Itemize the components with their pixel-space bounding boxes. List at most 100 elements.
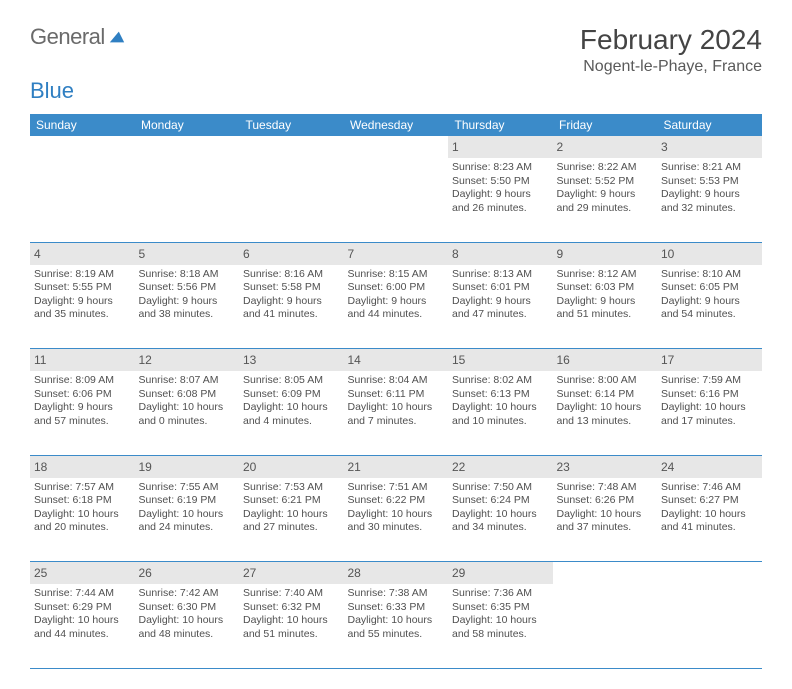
daylight-line1: Daylight: 10 hours <box>661 508 758 522</box>
day-details: Sunrise: 8:23 AMSunset: 5:50 PMDaylight:… <box>452 161 549 216</box>
sunrise-line: Sunrise: 8:15 AM <box>348 268 445 282</box>
daylight-line2: and 54 minutes. <box>661 308 758 322</box>
day-number: 17 <box>661 353 674 367</box>
daylight-line1: Daylight: 10 hours <box>34 614 131 628</box>
sunrise-line: Sunrise: 8:23 AM <box>452 161 549 175</box>
day-cell: Sunrise: 7:46 AMSunset: 6:27 PMDaylight:… <box>657 478 762 562</box>
daylight-line1: Daylight: 9 hours <box>557 295 654 309</box>
day-number: 25 <box>34 566 47 580</box>
day-details: Sunrise: 8:02 AMSunset: 6:13 PMDaylight:… <box>452 374 549 429</box>
day-cell: Sunrise: 7:57 AMSunset: 6:18 PMDaylight:… <box>30 478 135 562</box>
daynum-row: 45678910 <box>30 242 762 265</box>
day-number: 4 <box>34 247 41 261</box>
day-cell <box>553 584 658 668</box>
day-cell: Sunrise: 7:55 AMSunset: 6:19 PMDaylight:… <box>135 478 240 562</box>
day-details: Sunrise: 8:13 AMSunset: 6:01 PMDaylight:… <box>452 268 549 323</box>
day-details: Sunrise: 8:19 AMSunset: 5:55 PMDaylight:… <box>34 268 131 323</box>
daylight-line2: and 41 minutes. <box>243 308 340 322</box>
day-number: 2 <box>557 140 564 154</box>
day-cell: Sunrise: 7:51 AMSunset: 6:22 PMDaylight:… <box>344 478 449 562</box>
sunset-line: Sunset: 6:08 PM <box>139 388 236 402</box>
daynum-cell: 11 <box>30 349 135 372</box>
day-cell: Sunrise: 8:10 AMSunset: 6:05 PMDaylight:… <box>657 265 762 349</box>
daynum-cell <box>344 136 449 158</box>
sunrise-line: Sunrise: 8:16 AM <box>243 268 340 282</box>
daylight-line2: and 35 minutes. <box>34 308 131 322</box>
week-row: Sunrise: 8:19 AMSunset: 5:55 PMDaylight:… <box>30 265 762 349</box>
daylight-line2: and 10 minutes. <box>452 415 549 429</box>
daylight-line1: Daylight: 10 hours <box>243 508 340 522</box>
daynum-cell: 5 <box>135 242 240 265</box>
day-number: 13 <box>243 353 256 367</box>
day-cell <box>30 158 135 242</box>
daylight-line1: Daylight: 9 hours <box>557 188 654 202</box>
day-details: Sunrise: 7:36 AMSunset: 6:35 PMDaylight:… <box>452 587 549 642</box>
daylight-line1: Daylight: 9 hours <box>34 295 131 309</box>
sunrise-line: Sunrise: 8:09 AM <box>34 374 131 388</box>
daylight-line2: and 7 minutes. <box>348 415 445 429</box>
page-title: February 2024 <box>580 24 762 56</box>
daynum-cell: 25 <box>30 562 135 585</box>
daylight-line2: and 27 minutes. <box>243 521 340 535</box>
daylight-line2: and 32 minutes. <box>661 202 758 216</box>
daylight-line2: and 44 minutes. <box>348 308 445 322</box>
daylight-line2: and 37 minutes. <box>557 521 654 535</box>
daylight-line1: Daylight: 10 hours <box>348 614 445 628</box>
day-cell: Sunrise: 8:19 AMSunset: 5:55 PMDaylight:… <box>30 265 135 349</box>
sunrise-line: Sunrise: 7:50 AM <box>452 481 549 495</box>
daylight-line2: and 17 minutes. <box>661 415 758 429</box>
day-number: 24 <box>661 460 674 474</box>
daynum-cell: 21 <box>344 455 449 478</box>
day-cell <box>135 158 240 242</box>
day-cell: Sunrise: 8:07 AMSunset: 6:08 PMDaylight:… <box>135 371 240 455</box>
sunset-line: Sunset: 6:21 PM <box>243 494 340 508</box>
sunrise-line: Sunrise: 7:38 AM <box>348 587 445 601</box>
day-number: 28 <box>348 566 361 580</box>
daylight-line1: Daylight: 10 hours <box>139 508 236 522</box>
daylight-line2: and 58 minutes. <box>452 628 549 642</box>
daynum-cell: 24 <box>657 455 762 478</box>
day-number: 3 <box>661 140 668 154</box>
sunset-line: Sunset: 6:33 PM <box>348 601 445 615</box>
day-number: 9 <box>557 247 564 261</box>
daynum-cell: 1 <box>448 136 553 158</box>
sunrise-line: Sunrise: 8:04 AM <box>348 374 445 388</box>
daynum-cell: 7 <box>344 242 449 265</box>
sunset-line: Sunset: 5:50 PM <box>452 175 549 189</box>
day-details: Sunrise: 8:12 AMSunset: 6:03 PMDaylight:… <box>557 268 654 323</box>
brand-part2: Blue <box>30 78 74 104</box>
day-number: 8 <box>452 247 459 261</box>
daynum-row: 18192021222324 <box>30 455 762 478</box>
day-cell: Sunrise: 8:09 AMSunset: 6:06 PMDaylight:… <box>30 371 135 455</box>
sunset-line: Sunset: 6:05 PM <box>661 281 758 295</box>
sunrise-line: Sunrise: 7:46 AM <box>661 481 758 495</box>
day-cell: Sunrise: 8:15 AMSunset: 6:00 PMDaylight:… <box>344 265 449 349</box>
day-cell: Sunrise: 7:50 AMSunset: 6:24 PMDaylight:… <box>448 478 553 562</box>
day-cell: Sunrise: 7:59 AMSunset: 6:16 PMDaylight:… <box>657 371 762 455</box>
sunset-line: Sunset: 5:53 PM <box>661 175 758 189</box>
sunset-line: Sunset: 6:01 PM <box>452 281 549 295</box>
daynum-cell: 17 <box>657 349 762 372</box>
sunset-line: Sunset: 6:13 PM <box>452 388 549 402</box>
day-cell: Sunrise: 8:23 AMSunset: 5:50 PMDaylight:… <box>448 158 553 242</box>
daylight-line1: Daylight: 10 hours <box>34 508 131 522</box>
day-cell: Sunrise: 8:22 AMSunset: 5:52 PMDaylight:… <box>553 158 658 242</box>
daylight-line1: Daylight: 10 hours <box>348 401 445 415</box>
day-number: 15 <box>452 353 465 367</box>
day-details: Sunrise: 8:05 AMSunset: 6:09 PMDaylight:… <box>243 374 340 429</box>
sunset-line: Sunset: 6:29 PM <box>34 601 131 615</box>
day-details: Sunrise: 7:50 AMSunset: 6:24 PMDaylight:… <box>452 481 549 536</box>
day-number: 1 <box>452 140 459 154</box>
day-cell: Sunrise: 8:00 AMSunset: 6:14 PMDaylight:… <box>553 371 658 455</box>
day-number: 22 <box>452 460 465 474</box>
day-details: Sunrise: 7:53 AMSunset: 6:21 PMDaylight:… <box>243 481 340 536</box>
sunrise-line: Sunrise: 8:07 AM <box>139 374 236 388</box>
daylight-line1: Daylight: 10 hours <box>452 401 549 415</box>
day-details: Sunrise: 7:38 AMSunset: 6:33 PMDaylight:… <box>348 587 445 642</box>
daynum-row: 11121314151617 <box>30 349 762 372</box>
daynum-cell: 18 <box>30 455 135 478</box>
daylight-line2: and 26 minutes. <box>452 202 549 216</box>
daynum-cell: 15 <box>448 349 553 372</box>
sunrise-line: Sunrise: 8:19 AM <box>34 268 131 282</box>
daynum-cell: 13 <box>239 349 344 372</box>
